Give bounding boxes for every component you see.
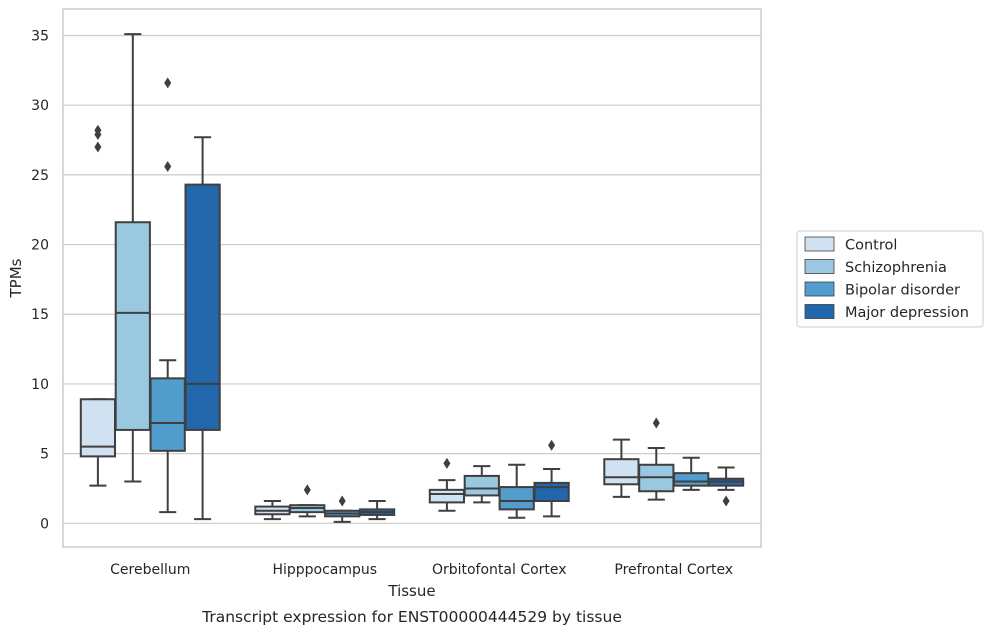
legend: Control Schizophrenia Bipolar disorder Majo… (796, 230, 984, 328)
box-group (533, 439, 570, 518)
outlier-point (164, 77, 172, 89)
box-group (498, 463, 535, 519)
y-tick-labels: 0 5 10 15 20 25 30 35 (31, 28, 49, 532)
box (498, 486, 535, 511)
outlier-point (548, 439, 556, 451)
x-tick-label: Hipppocampus (272, 562, 377, 578)
y-tick-label: 10 (31, 377, 49, 393)
chart-caption: Transcript expression for ENST0000044452… (201, 608, 622, 626)
box (533, 481, 570, 503)
box (114, 221, 151, 431)
y-tick-label: 20 (31, 238, 49, 254)
box-group (289, 484, 326, 518)
y-tick-label: 0 (40, 516, 49, 532)
box-group (638, 417, 675, 501)
box-group (358, 500, 396, 521)
box (428, 488, 466, 504)
outlier-point (94, 124, 102, 136)
legend-label: Bipolar disorder (845, 283, 960, 299)
y-tick-label: 25 (31, 168, 49, 184)
outlier-point (94, 141, 102, 153)
legend-swatch (804, 259, 835, 274)
box-group (463, 465, 500, 504)
outlier-point (164, 160, 172, 172)
box-group (324, 495, 361, 523)
legend-label: Major depression (845, 305, 969, 321)
outlier-point (443, 457, 451, 469)
legend-swatch (804, 281, 835, 297)
legend-frame (796, 230, 984, 328)
y-tick-label: 5 (40, 447, 49, 463)
legend-swatch (804, 236, 835, 252)
box-group (603, 438, 640, 498)
x-tick-label: Orbitofontal Cortex (432, 562, 567, 578)
outlier-point (722, 495, 730, 507)
legend-swatch (804, 304, 835, 319)
x-tick-label: Prefrontal Cortex (614, 562, 733, 578)
box-group (707, 466, 745, 507)
outlier-point (303, 484, 311, 496)
legend-label: Schizophrenia (845, 260, 947, 276)
box (184, 183, 221, 431)
y-axis-title: TPMs (7, 258, 25, 298)
box (673, 472, 710, 487)
x-tick-label: Cerebellum (110, 562, 190, 578)
box-group (428, 457, 466, 512)
outlier-point (652, 417, 660, 429)
x-tick-labels: Cerebellum Hipppocampus Orbitofontal Corte… (110, 562, 733, 578)
box (149, 377, 186, 452)
plot-area-frame (62, 8, 762, 548)
x-axis-title: Tissue (387, 582, 435, 600)
box-group (79, 124, 117, 487)
legend-label: Control (845, 238, 897, 254)
y-tick-label: 15 (31, 307, 49, 323)
box (463, 474, 500, 497)
box-series (79, 33, 745, 523)
outlier-point (338, 495, 346, 507)
box (603, 458, 640, 486)
box-group (184, 136, 221, 521)
y-tick-label: 30 (31, 98, 49, 114)
box-group (114, 33, 151, 483)
box (79, 398, 117, 458)
y-tick-label: 35 (31, 28, 49, 44)
